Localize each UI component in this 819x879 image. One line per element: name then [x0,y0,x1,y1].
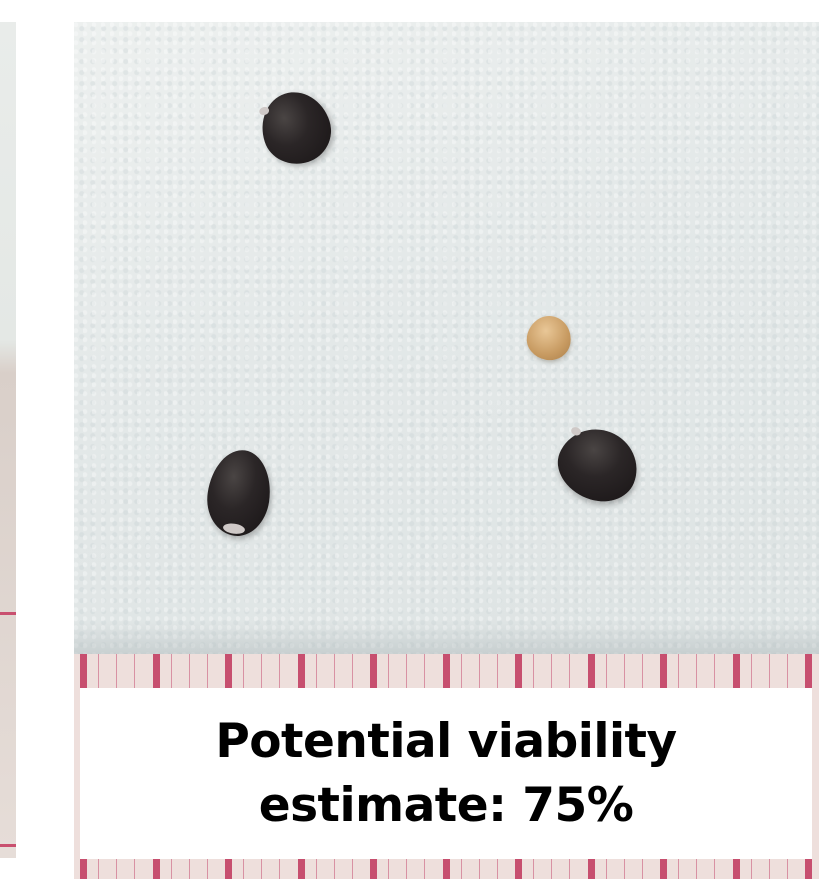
caption-line-2: estimate: 75% [258,777,634,833]
caption-line-1: Potential viability [215,713,677,769]
adjacent-photo-edge [0,22,16,858]
ruler-tick [0,612,16,615]
ruler-tick [0,844,16,847]
viability-caption: Potential viability estimate: 75% [80,688,812,859]
white-paper-background [74,22,819,654]
